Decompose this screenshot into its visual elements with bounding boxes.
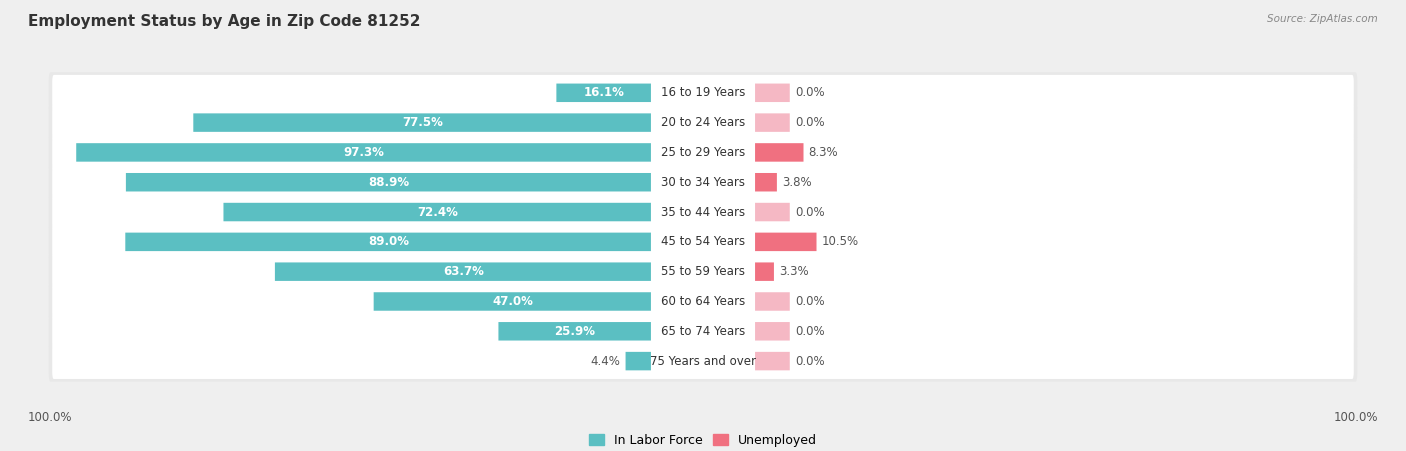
FancyBboxPatch shape <box>193 113 651 132</box>
Text: Employment Status by Age in Zip Code 81252: Employment Status by Age in Zip Code 812… <box>28 14 420 28</box>
FancyBboxPatch shape <box>52 224 1354 260</box>
Text: 60 to 64 Years: 60 to 64 Years <box>661 295 745 308</box>
FancyBboxPatch shape <box>755 143 803 161</box>
Text: 100.0%: 100.0% <box>1333 411 1378 424</box>
FancyBboxPatch shape <box>651 170 755 194</box>
Text: 75 Years and over: 75 Years and over <box>650 354 756 368</box>
FancyBboxPatch shape <box>52 313 1354 349</box>
FancyBboxPatch shape <box>52 343 1354 379</box>
Text: 65 to 74 Years: 65 to 74 Years <box>661 325 745 338</box>
FancyBboxPatch shape <box>49 341 1357 382</box>
FancyBboxPatch shape <box>651 81 755 105</box>
FancyBboxPatch shape <box>49 281 1357 322</box>
FancyBboxPatch shape <box>52 134 1354 170</box>
Text: 45 to 54 Years: 45 to 54 Years <box>661 235 745 249</box>
Text: 3.3%: 3.3% <box>779 265 808 278</box>
Text: 0.0%: 0.0% <box>794 325 824 338</box>
Text: 0.0%: 0.0% <box>794 295 824 308</box>
FancyBboxPatch shape <box>49 311 1357 352</box>
Text: 97.3%: 97.3% <box>343 146 384 159</box>
FancyBboxPatch shape <box>49 132 1357 173</box>
Text: 0.0%: 0.0% <box>794 354 824 368</box>
Text: 20 to 24 Years: 20 to 24 Years <box>661 116 745 129</box>
Text: 16 to 19 Years: 16 to 19 Years <box>661 86 745 99</box>
Text: 30 to 34 Years: 30 to 34 Years <box>661 176 745 189</box>
FancyBboxPatch shape <box>651 319 755 344</box>
Text: 88.9%: 88.9% <box>368 176 409 189</box>
FancyBboxPatch shape <box>755 292 790 311</box>
FancyBboxPatch shape <box>49 102 1357 143</box>
Text: 0.0%: 0.0% <box>794 206 824 219</box>
Text: 47.0%: 47.0% <box>492 295 533 308</box>
Text: 55 to 59 Years: 55 to 59 Years <box>661 265 745 278</box>
Text: 4.4%: 4.4% <box>591 354 620 368</box>
Text: Source: ZipAtlas.com: Source: ZipAtlas.com <box>1267 14 1378 23</box>
FancyBboxPatch shape <box>557 83 651 102</box>
Text: 72.4%: 72.4% <box>418 206 458 219</box>
FancyBboxPatch shape <box>755 203 790 221</box>
FancyBboxPatch shape <box>755 173 778 192</box>
Text: 16.1%: 16.1% <box>583 86 624 99</box>
FancyBboxPatch shape <box>755 322 790 341</box>
Text: 0.0%: 0.0% <box>794 116 824 129</box>
FancyBboxPatch shape <box>755 352 790 370</box>
FancyBboxPatch shape <box>49 72 1357 113</box>
Text: 10.5%: 10.5% <box>821 235 859 249</box>
Text: 0.0%: 0.0% <box>794 86 824 99</box>
FancyBboxPatch shape <box>626 352 651 370</box>
Text: 77.5%: 77.5% <box>402 116 443 129</box>
FancyBboxPatch shape <box>755 233 817 251</box>
Text: 25 to 29 Years: 25 to 29 Years <box>661 146 745 159</box>
FancyBboxPatch shape <box>49 221 1357 262</box>
FancyBboxPatch shape <box>76 143 651 161</box>
FancyBboxPatch shape <box>52 164 1354 200</box>
FancyBboxPatch shape <box>49 161 1357 203</box>
FancyBboxPatch shape <box>49 192 1357 233</box>
Legend: In Labor Force, Unemployed: In Labor Force, Unemployed <box>589 434 817 447</box>
FancyBboxPatch shape <box>52 75 1354 110</box>
FancyBboxPatch shape <box>127 173 651 192</box>
Text: 35 to 44 Years: 35 to 44 Years <box>661 206 745 219</box>
FancyBboxPatch shape <box>651 230 755 254</box>
Text: 25.9%: 25.9% <box>554 325 596 338</box>
Text: 3.8%: 3.8% <box>782 176 811 189</box>
FancyBboxPatch shape <box>651 289 755 314</box>
FancyBboxPatch shape <box>651 200 755 224</box>
FancyBboxPatch shape <box>224 203 651 221</box>
Text: 8.3%: 8.3% <box>808 146 838 159</box>
Text: 89.0%: 89.0% <box>368 235 409 249</box>
FancyBboxPatch shape <box>125 233 651 251</box>
FancyBboxPatch shape <box>374 292 651 311</box>
FancyBboxPatch shape <box>651 349 755 373</box>
FancyBboxPatch shape <box>651 110 755 135</box>
FancyBboxPatch shape <box>52 284 1354 319</box>
FancyBboxPatch shape <box>52 194 1354 230</box>
FancyBboxPatch shape <box>755 262 773 281</box>
FancyBboxPatch shape <box>49 251 1357 292</box>
FancyBboxPatch shape <box>499 322 651 341</box>
FancyBboxPatch shape <box>755 83 790 102</box>
FancyBboxPatch shape <box>52 254 1354 290</box>
FancyBboxPatch shape <box>52 105 1354 141</box>
FancyBboxPatch shape <box>755 113 790 132</box>
FancyBboxPatch shape <box>651 259 755 284</box>
FancyBboxPatch shape <box>651 140 755 165</box>
FancyBboxPatch shape <box>276 262 651 281</box>
Text: 100.0%: 100.0% <box>28 411 73 424</box>
Text: 63.7%: 63.7% <box>443 265 484 278</box>
